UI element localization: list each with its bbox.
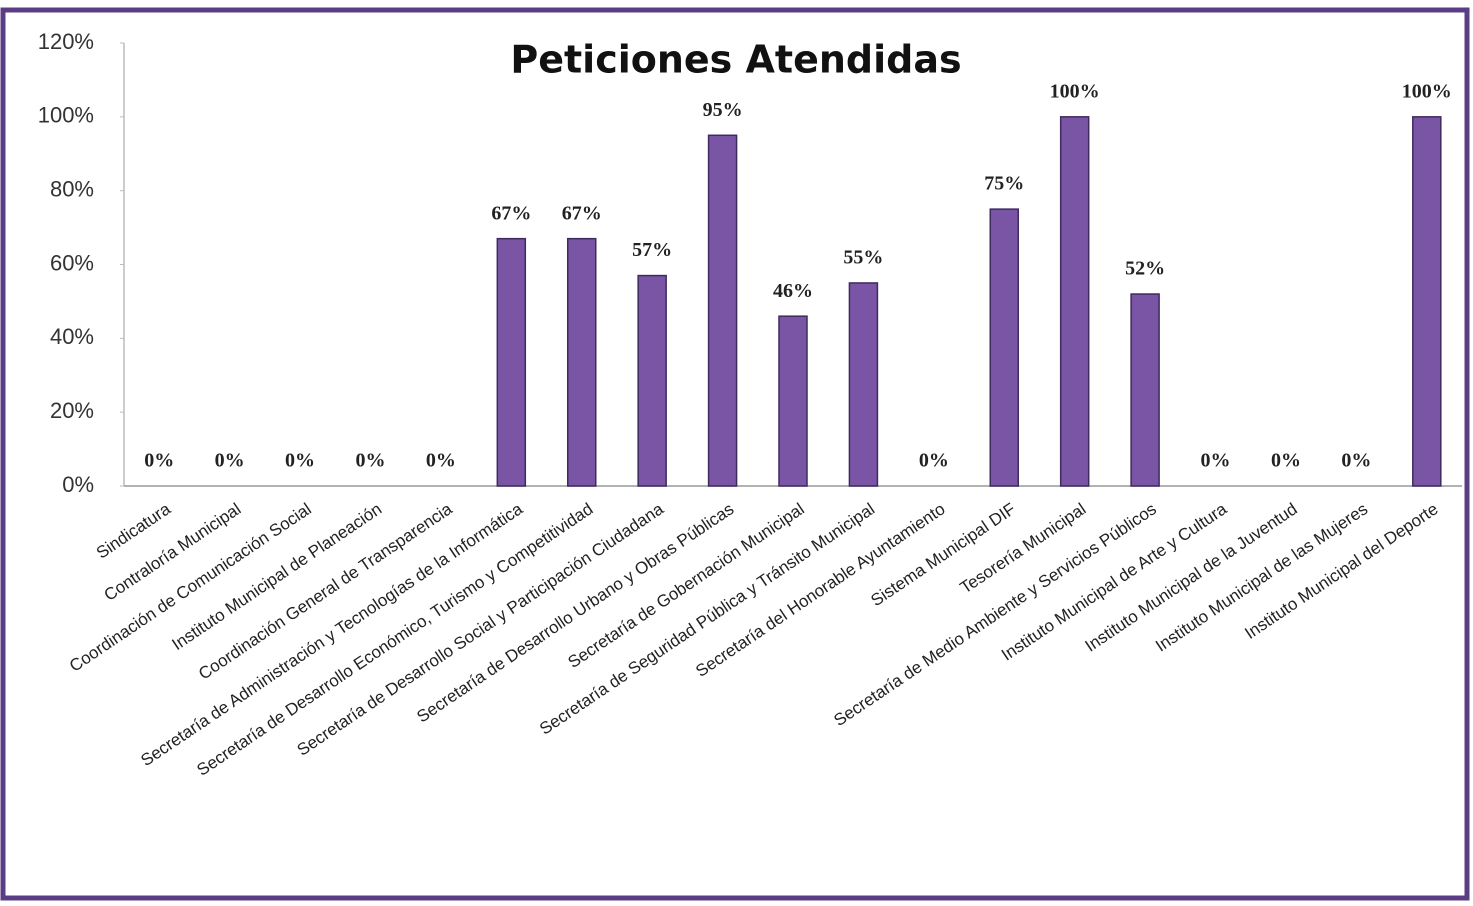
value-label: 0% [1341,450,1371,472]
bar [1130,293,1160,487]
bar [566,237,597,487]
bar [989,208,1020,487]
value-label: 0% [215,450,245,472]
y-tick-label: 80% [50,176,94,201]
y-tick-label: 60% [50,250,94,275]
y-tick-label: 120% [38,29,94,54]
value-label: 55% [843,247,883,269]
chart-title: Peticiones Atendidas [510,38,961,82]
value-label: 0% [285,450,315,472]
bar [848,282,879,487]
bar [707,134,738,487]
value-label: 75% [984,173,1024,195]
value-label: 52% [1125,258,1165,280]
bar [778,315,808,487]
value-label: 100% [1402,80,1452,102]
value-label: 0% [1201,450,1231,472]
value-label: 67% [491,202,531,224]
value-label: 0% [919,450,949,472]
value-label: 67% [562,202,602,224]
y-tick-label: 40% [50,324,94,349]
bar [1059,116,1090,487]
value-label: 46% [773,280,813,302]
bar [637,274,667,487]
bar [496,237,527,487]
y-tick-label: 100% [38,103,94,128]
value-label: 0% [426,450,456,472]
value-label: 0% [355,450,385,472]
y-tick-label: 0% [62,472,94,497]
value-label: 100% [1050,80,1100,102]
y-tick-label: 20% [50,398,94,423]
value-label: 0% [1271,450,1301,472]
value-label: 0% [144,450,174,472]
bar [1412,116,1442,487]
value-label: 57% [632,239,672,261]
value-label: 95% [703,99,743,121]
